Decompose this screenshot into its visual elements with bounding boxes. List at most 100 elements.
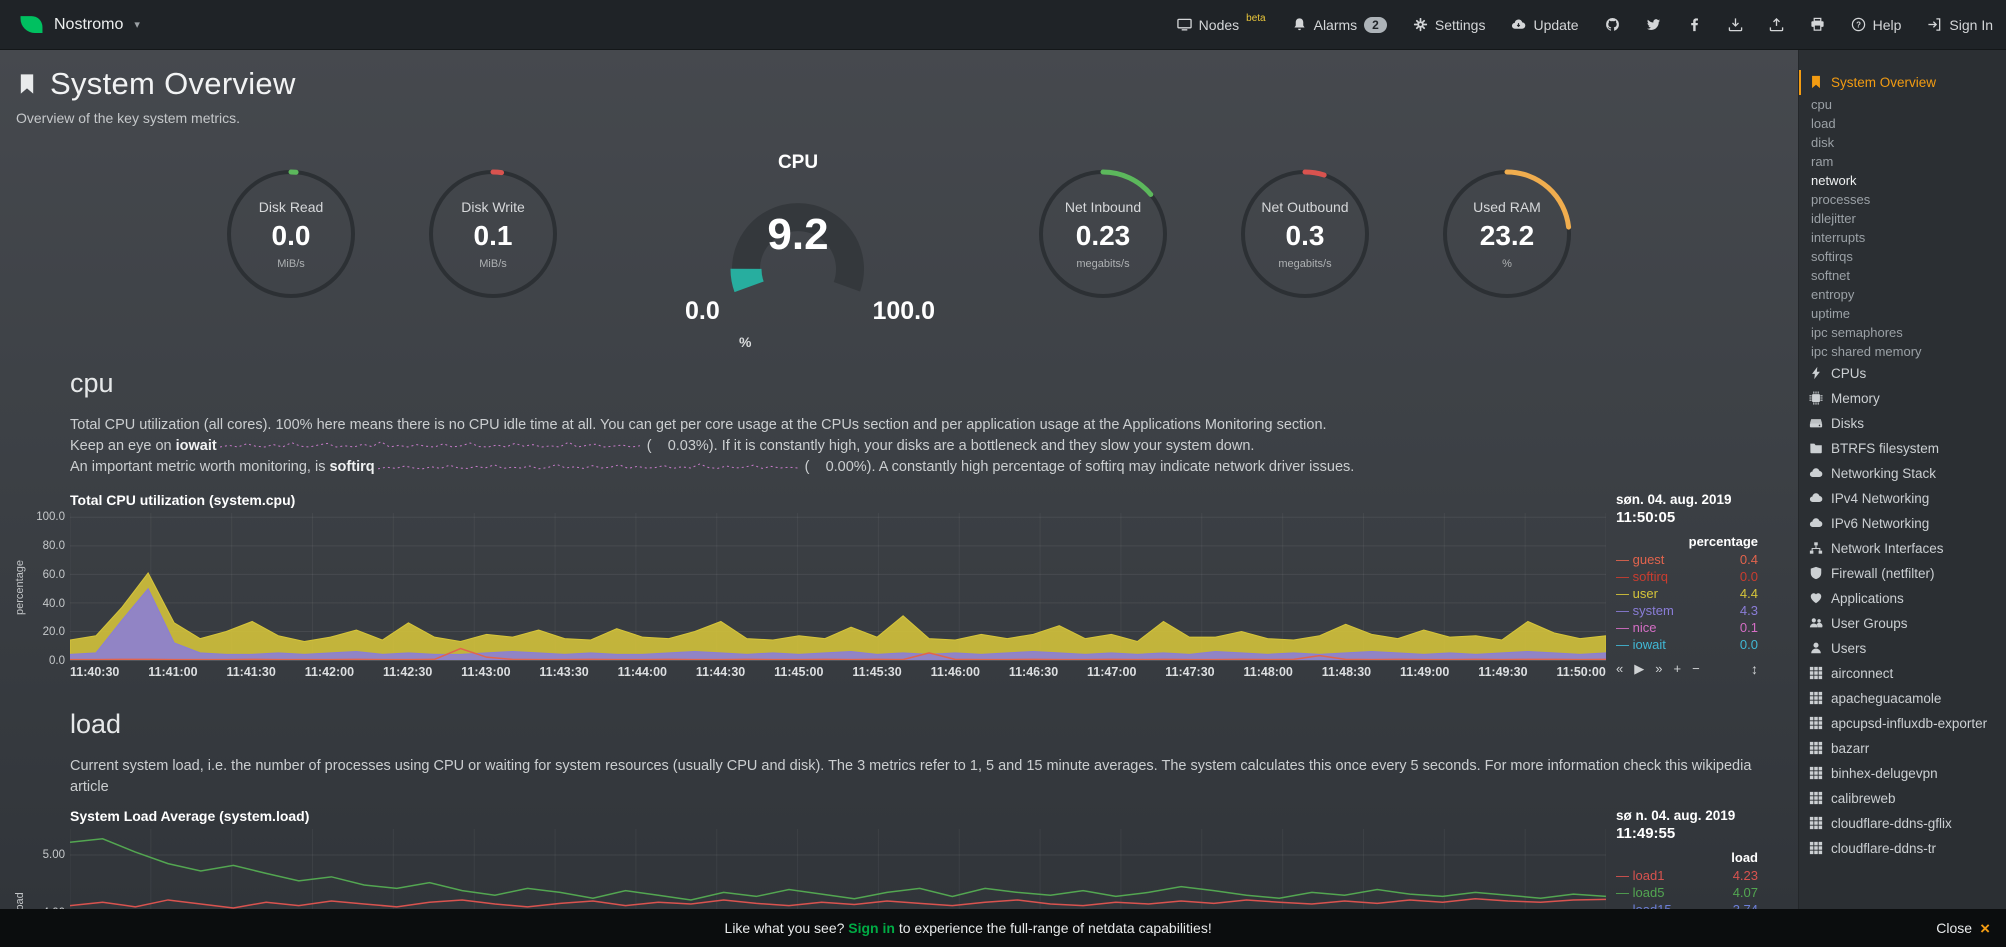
play-icon[interactable]: ▶ [1634,661,1645,676]
sidebar-item-softnet[interactable]: softnet [1799,266,2006,285]
sidebar-item-idlejitter[interactable]: idlejitter [1799,209,2006,228]
signin-banner-text: Like what you see? Sign in to experience… [0,920,1936,936]
print-icon [1810,17,1825,32]
topbar-item-nodes[interactable]: Nodes beta [1164,0,1279,49]
legend-item-system[interactable]: — system 4.3 [1616,603,1758,618]
x-axis-tick: 11:50:00 [1556,665,1606,679]
close-icon: × [1980,918,1990,938]
sidebar-item-calibreweb[interactable]: calibreweb [1799,786,2006,811]
sidebar-item-applications[interactable]: Applications [1799,586,2006,611]
zoom-in-icon[interactable]: + [1673,661,1682,676]
gauge-net-outbound[interactable]: Net Outbound 0.3 megabits/s [1237,156,1373,348]
legend-item-guest[interactable]: — guest 0.4 [1616,552,1758,567]
twitter-icon [1646,17,1661,32]
sidebar-item-cloudflare-ddns-gflix[interactable]: cloudflare-ddns-gflix [1799,811,2006,836]
sidebar-item-ipv6-networking[interactable]: IPv6 Networking [1799,511,2006,536]
topbar-item-facebook[interactable] [1674,0,1715,49]
sidebar-item-disk[interactable]: disk [1799,133,2006,152]
pan-left-icon[interactable]: « [1616,661,1624,676]
y-axis-label: percentage [14,559,26,615]
node-selector[interactable]: Nostromo ▾ [0,11,158,38]
sidebar-item-load[interactable]: load [1799,114,2006,133]
topbar-item-download[interactable] [1715,0,1756,49]
topbar-item-upload[interactable] [1756,0,1797,49]
sidebar-item-bazarr[interactable]: bazarr [1799,736,2006,761]
sidebar-item-entropy[interactable]: entropy [1799,285,2006,304]
gauge-value: 0.0 [271,219,311,251]
legend-item-nice[interactable]: — nice 0.1 [1616,620,1758,635]
x-axis-tick: 11:45:00 [774,665,824,679]
main-content: System Overview Overview of the key syst… [0,50,1798,947]
grid-icon [1809,816,1823,830]
sidebar-item-network-interfaces[interactable]: Network Interfaces [1799,536,2006,561]
sidebar-item-user-groups[interactable]: User Groups [1799,611,2006,636]
pan-right-icon[interactable]: » [1655,661,1663,676]
sidebar-item-label: apcupsd-influxdb-exporter [1831,716,1988,731]
topbar-item-print[interactable] [1797,0,1838,49]
topbar-item-twitter[interactable] [1633,0,1674,49]
sidebar-item-system-overview[interactable]: System Overview [1799,70,2006,95]
x-axis-tick: 11:49:30 [1478,665,1528,679]
sidebar-item-disks[interactable]: Disks [1799,411,2006,436]
topbar-item-alarms[interactable]: Alarms 2 [1279,0,1400,49]
topbar-item-label: Alarms [1313,16,1358,33]
sidebar-item-label: load [1811,116,1836,131]
sidebar-item-label: disk [1811,135,1835,150]
sidebar-item-firewall-netfilter-[interactable]: Firewall (netfilter) [1799,561,2006,586]
sidebar-item-cpu[interactable]: cpu [1799,95,2006,114]
sidebar-item-network[interactable]: network [1799,171,2006,190]
legend-item-load1[interactable]: — load1 4.23 [1616,868,1758,883]
gauge-net-inbound[interactable]: Net Inbound 0.23 megabits/s [1035,156,1171,348]
sidebar-item-label: cloudflare-ddns-tr [1831,841,1937,856]
cpu-chart-canvas[interactable] [70,513,1606,661]
chip-icon [1809,391,1823,405]
sidebar-item-ram[interactable]: ram [1799,152,2006,171]
resize-handle-icon[interactable]: ↕ [1751,661,1758,677]
legend-item-softirq[interactable]: — softirq 0.0 [1616,569,1758,584]
sidebar-item-ipv4-networking[interactable]: IPv4 Networking [1799,486,2006,511]
sidebar-item-ipc-semaphores[interactable]: ipc semaphores [1799,323,2006,342]
topbar-item-help[interactable]: ? Help [1838,0,1915,49]
sidebar-item-interrupts[interactable]: interrupts [1799,228,2006,247]
sign-in-link[interactable]: Sign in [848,920,895,936]
sidebar-item-apacheguacamole[interactable]: apacheguacamole [1799,686,2006,711]
x-axis-tick: 11:49:00 [1399,665,1450,679]
sidebar-item-btrfs-filesystem[interactable]: BTRFS filesystem [1799,436,2006,461]
gauge-disk-write[interactable]: Disk Write 0.1 MiB/s [425,156,561,348]
topbar-item-label: Sign In [1949,16,1993,33]
legend-item-user[interactable]: — user 4.4 [1616,586,1758,601]
topbar-item-sign-in[interactable]: Sign In [1914,0,2006,49]
sidebar-item-ipc-shared-memory[interactable]: ipc shared memory [1799,342,2006,361]
sidebar-item-softirqs[interactable]: softirqs [1799,247,2006,266]
chart-legend-panel: søn. 04. aug. 2019 11:50:05 percentage —… [1616,492,1758,679]
sidebar-item-apcupsd-influxdb-exporter[interactable]: apcupsd-influxdb-exporter [1799,711,2006,736]
sidebar-item-label: apacheguacamole [1831,691,1942,706]
close-banner-button[interactable]: Close × [1936,920,2006,937]
sidebar-item-networking-stack[interactable]: Networking Stack [1799,461,2006,486]
topbar-item-settings[interactable]: Settings [1400,0,1499,49]
sidebar-item-cloudflare-ddns-tr[interactable]: cloudflare-ddns-tr [1799,836,2006,861]
gauge-title: CPU [777,152,819,173]
gauge-disk-read[interactable]: Disk Read 0.0 MiB/s [223,156,359,348]
svg-text:?: ? [1856,20,1861,29]
footer-banner: Like what you see? Sign in to experience… [0,909,2006,947]
beta-tag: beta [1246,13,1266,24]
sidebar-item-uptime[interactable]: uptime [1799,304,2006,323]
softirq-label: softirq [329,459,375,475]
zoom-out-icon[interactable]: − [1692,661,1700,676]
legend-item-load5[interactable]: — load5 4.07 [1616,885,1758,900]
gauge-cpu[interactable]: CPU 9.2 0.0 100.0 % [643,152,953,352]
legend-item-iowait[interactable]: — iowait 0.0 [1616,637,1758,652]
sidebar-item-memory[interactable]: Memory [1799,386,2006,411]
topbar-item-update[interactable]: Update [1498,0,1591,49]
signin-icon [1927,17,1942,32]
sidebar-item-processes[interactable]: processes [1799,190,2006,209]
text: to experience the full-range of netdata … [894,920,1212,936]
topbar-item-github[interactable] [1592,0,1633,49]
y-axis-tick: 100.0 [36,511,65,524]
sidebar-item-cpus[interactable]: CPUs [1799,361,2006,386]
sidebar-item-binhex-delugevpn[interactable]: binhex-delugevpn [1799,761,2006,786]
sidebar-item-users[interactable]: Users [1799,636,2006,661]
gauge-used-ram[interactable]: Used RAM 23.2% [1439,156,1575,348]
sidebar-item-airconnect[interactable]: airconnect [1799,661,2006,686]
